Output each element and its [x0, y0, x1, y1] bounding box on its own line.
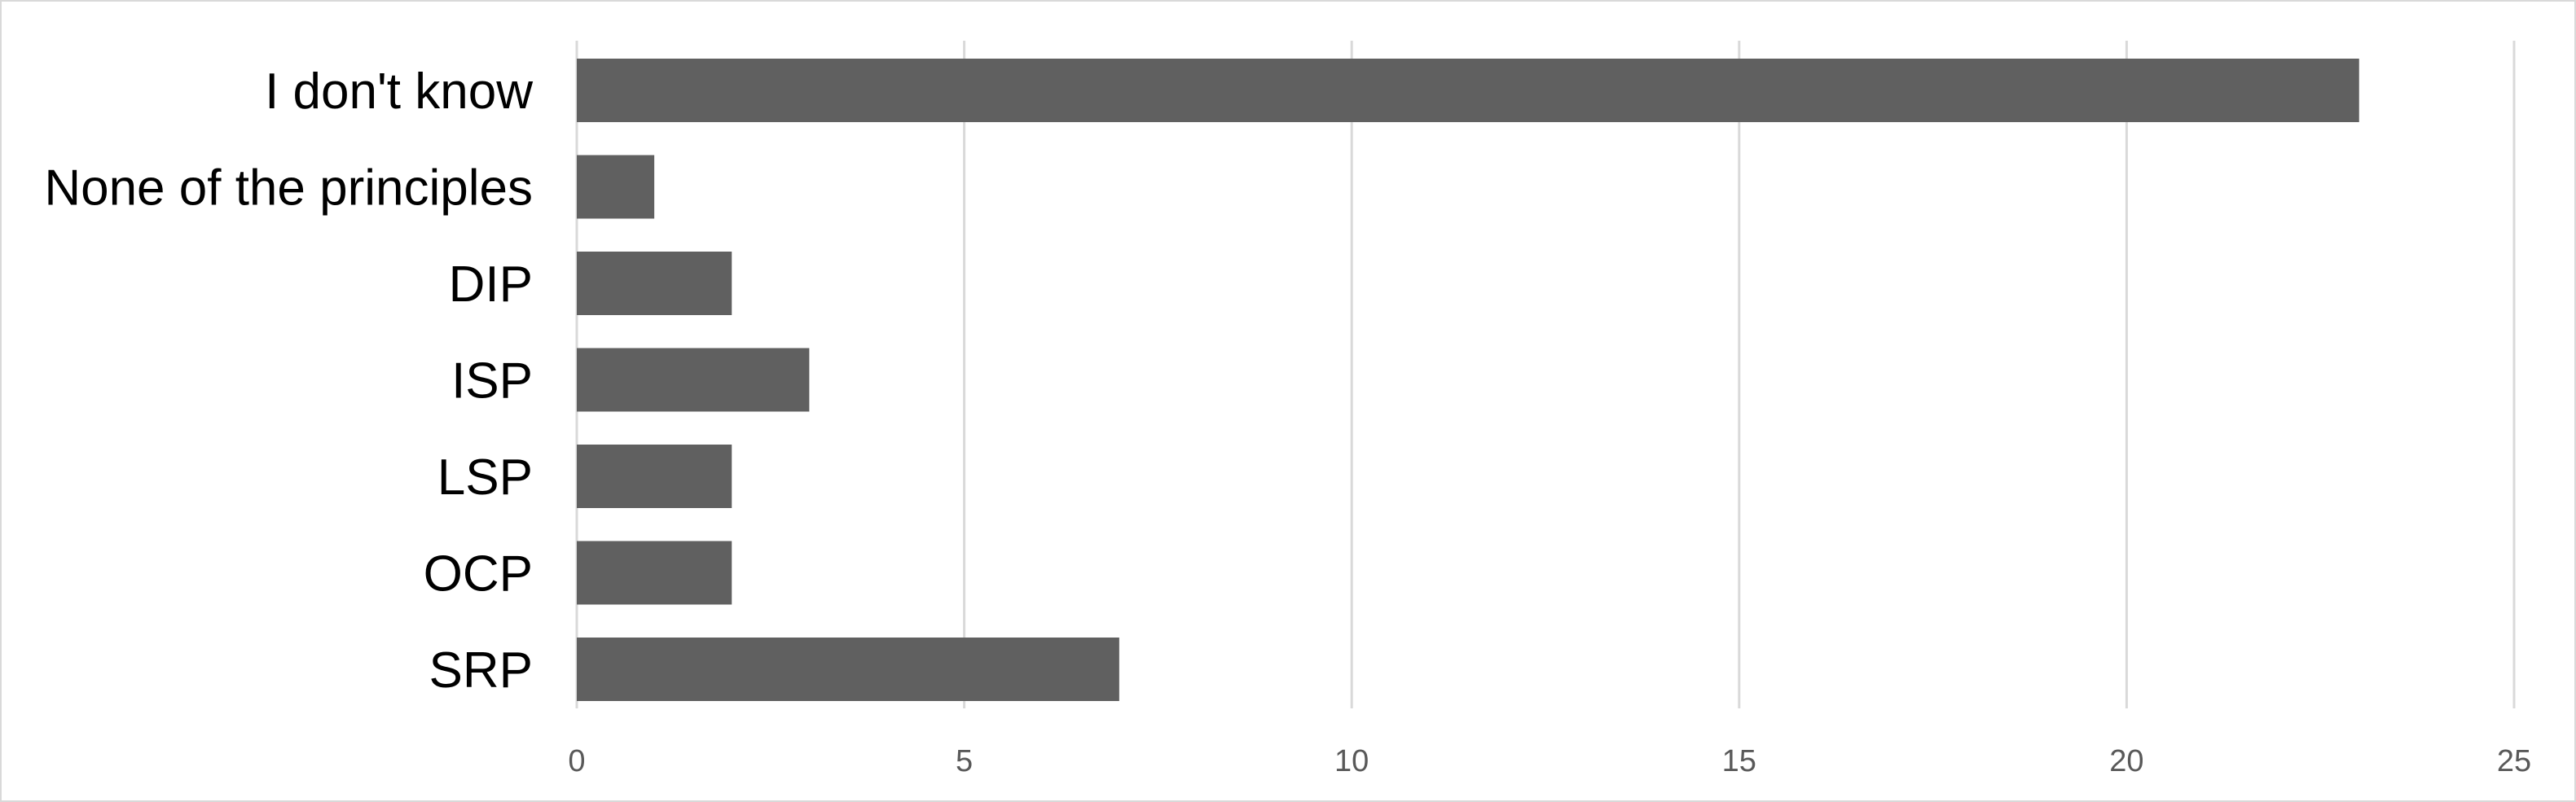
category-label-5: OCP [424, 546, 533, 603]
category-label-3: ISP [451, 353, 533, 410]
bars [577, 59, 2359, 701]
category-label-2: DIP [449, 256, 533, 313]
bar-1 [577, 155, 655, 219]
x-tick-label-3: 15 [1722, 744, 1756, 778]
category-labels: I don't know None of the principles DIP ISP… [44, 64, 533, 699]
bar-5 [577, 541, 732, 605]
x-tick-label-2: 10 [1334, 744, 1369, 778]
category-label-4: LSP [437, 449, 533, 506]
bar-3 [577, 348, 810, 412]
gridlines [575, 41, 2516, 708]
category-label-0: I don't know [265, 64, 533, 120]
category-label-1: None of the principles [44, 160, 533, 217]
bar-4 [577, 445, 732, 508]
bar-6 [577, 638, 1119, 701]
category-label-6: SRP [429, 642, 533, 699]
x-tick-label-4: 20 [2109, 744, 2143, 778]
x-tick-label-0: 0 [568, 744, 585, 778]
x-tick-label-5: 25 [2497, 744, 2531, 778]
bar-2 [577, 252, 732, 315]
bar-0 [577, 59, 2359, 122]
x-tick-label-1: 5 [956, 744, 973, 778]
x-tick-labels: 0 5 10 15 20 25 [568, 744, 2531, 778]
